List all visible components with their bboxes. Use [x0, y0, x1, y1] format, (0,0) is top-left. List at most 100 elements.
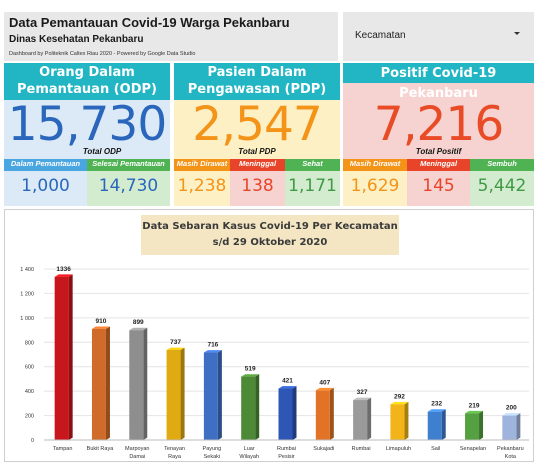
- positif-meninggal: Meninggal 145: [407, 159, 470, 206]
- pdp-sub-row: Masih Dirawat 1,238 Meninggal 138 Sehat …: [174, 159, 340, 206]
- data-label: 327: [357, 389, 368, 396]
- bar: [390, 404, 405, 440]
- odp-selesai-label: Selesai Pemantauan: [87, 159, 170, 171]
- x-tick-label: Bukit Raya: [87, 446, 115, 452]
- data-label: 232: [431, 401, 442, 408]
- positif-meninggal-value: 145: [422, 176, 455, 196]
- odp-header: Orang Dalam Pemantauan (ODP): [4, 63, 170, 100]
- pdp-meninggal: Meninggal 138: [230, 159, 285, 206]
- positif-meninggal-label: Meninggal: [407, 159, 470, 171]
- x-tick-label: Wilayah: [239, 454, 259, 460]
- chart-title-line2: s/d 29 Oktober 2020: [212, 237, 328, 248]
- bar-side: [292, 386, 297, 440]
- pdp-dirawat-value: 1,238: [177, 176, 227, 196]
- kecamatan-dropdown[interactable]: Kecamatan: [343, 12, 534, 61]
- bar-side: [441, 409, 446, 440]
- odp-dalam-label: Dalam Pemantauan: [4, 159, 87, 171]
- data-label: 1336: [56, 266, 71, 273]
- y-tick-label: 1 000: [20, 316, 34, 322]
- bar: [203, 352, 218, 440]
- bar: [54, 276, 69, 440]
- y-tick-label: 0: [31, 438, 34, 444]
- pdp-title-line2: Pengawasan (PDP): [187, 82, 327, 97]
- x-tick-label: Pesisir: [278, 454, 295, 460]
- bar-side: [105, 326, 110, 440]
- positif-total-label: Total Positif: [415, 147, 462, 156]
- positif-masih-dirawat: Masih Dirawat 1,629: [343, 159, 407, 206]
- x-tick-label: Senapelan: [460, 446, 486, 452]
- bar-top: [315, 387, 334, 391]
- y-tick-label: 1 200: [20, 291, 34, 297]
- odp-selesai-value: 14,730: [98, 176, 159, 196]
- data-label: 200: [506, 405, 517, 412]
- x-tick-label: Limapuluh: [386, 446, 411, 452]
- bar-top: [129, 327, 148, 331]
- chevron-down-icon: [514, 32, 520, 35]
- bar-side: [329, 387, 334, 440]
- data-label: 407: [319, 379, 330, 386]
- bar-top: [353, 397, 372, 401]
- y-tick-label: 200: [25, 414, 34, 420]
- data-label: 519: [245, 366, 256, 373]
- bar-side: [217, 350, 222, 440]
- pdp-header: Pasien Dalam Pengawasan (PDP): [174, 63, 340, 100]
- pdp-sehat-label: Sehat: [285, 159, 340, 171]
- odp-title-line1: Orang Dalam: [39, 65, 135, 80]
- page-title: Data Pemantauan Covid-19 Warga Pekanbaru: [9, 15, 290, 30]
- credit-text: Dashboard by Politeknik Caltex Riau 2020…: [9, 51, 196, 57]
- positif-panel: Positif Covid-19 Pekanbaru 7,216 Total P…: [343, 63, 534, 206]
- bar-side: [68, 274, 73, 440]
- positif-sembuh-value: 5,442: [477, 176, 527, 196]
- bar-top: [502, 413, 521, 416]
- bar-top: [390, 401, 409, 405]
- odp-dalam-pemantauan: Dalam Pemantauan 1,000: [4, 159, 87, 206]
- x-tick-label: Rumbai: [277, 446, 296, 452]
- positif-dirawat-value: 1,629: [350, 176, 400, 196]
- bar-top: [241, 374, 260, 377]
- pdp-total-label: Total PDP: [238, 147, 276, 156]
- pdp-dirawat-label: Masih Dirawat: [174, 159, 230, 171]
- pdp-meninggal-label: Meninggal: [230, 159, 285, 171]
- y-tick-label: 600: [25, 365, 34, 371]
- page-subtitle: Dinas Kesehatan Pekanbaru: [9, 34, 144, 45]
- pdp-total-value: 2,547: [192, 97, 323, 152]
- data-label: 421: [282, 378, 293, 385]
- positif-header: Positif Covid-19 Pekanbaru: [343, 63, 534, 101]
- bar-side: [479, 410, 484, 440]
- bar-top: [203, 350, 222, 353]
- chart-title-line1: Data Sebaran Kasus Covid-19 Per Kecamata…: [142, 221, 398, 232]
- bar-side: [180, 347, 185, 440]
- odp-dalam-value: 1,000: [21, 176, 70, 196]
- bar-side: [367, 397, 372, 440]
- x-tick-label: Damai: [129, 454, 145, 460]
- data-label: 910: [96, 318, 107, 325]
- pdp-sehat: Sehat 1,171: [285, 159, 340, 206]
- kecamatan-dropdown-label: Kecamatan: [355, 30, 406, 41]
- pdp-panel: Pasien Dalam Pengawasan (PDP) 2,547 Tota…: [174, 63, 340, 206]
- x-tick-label: Marpoyan: [125, 446, 149, 452]
- bar-side: [516, 413, 521, 440]
- bar-top: [91, 326, 110, 329]
- bar: [278, 388, 293, 440]
- x-tick-label: Sail: [431, 446, 440, 452]
- kecamatan-bar-chart: 0 200 400 600 800 1 000 1 200 1 400 1336 Tampan 91…: [20, 266, 529, 460]
- bar: [502, 415, 517, 440]
- bar: [315, 390, 330, 440]
- odp-sub-row: Dalam Pemantauan 1,000 Selesai Pemantaua…: [4, 159, 170, 206]
- positif-sembuh-label: Sembuh: [470, 159, 534, 171]
- odp-selesai-pemantauan: Selesai Pemantauan 14,730: [87, 159, 170, 206]
- pdp-meninggal-value: 138: [241, 176, 274, 196]
- bar-top: [465, 410, 484, 414]
- x-tick-label: Tampan: [53, 446, 73, 452]
- positif-dirawat-label: Masih Dirawat: [343, 159, 407, 171]
- pdp-masih-dirawat: Masih Dirawat 1,238: [174, 159, 230, 206]
- bar: [91, 328, 106, 440]
- bar-top: [54, 274, 73, 277]
- y-tick-label: 400: [25, 389, 34, 395]
- x-tick-label: Sukajadi: [313, 446, 334, 452]
- header-panel: Data Pemantauan Covid-19 Warga Pekanbaru…: [4, 12, 338, 61]
- data-label: 899: [133, 319, 144, 326]
- positif-sembuh: Sembuh 5,442: [470, 159, 534, 206]
- bar-top: [166, 347, 185, 350]
- data-label: 737: [170, 339, 181, 346]
